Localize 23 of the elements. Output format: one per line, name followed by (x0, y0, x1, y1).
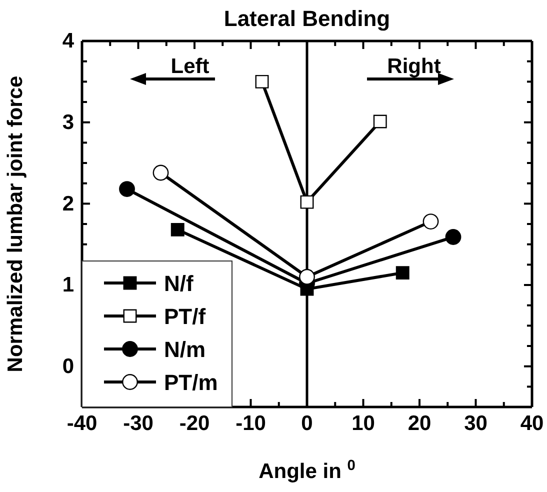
annotation: Left (170, 55, 210, 78)
y-tick-label: 2 (62, 192, 74, 216)
legend-label: PT/m (164, 370, 218, 395)
y-axis-title: Normalized lumbar joint force (4, 76, 27, 372)
x-tick-label: 10 (352, 412, 375, 435)
y-tick-label: 3 (62, 111, 74, 134)
x-tick-label: -20 (179, 412, 210, 435)
y-tick-label: 0 (62, 355, 74, 378)
y-tick-label: 1 (62, 274, 74, 297)
chart-title: Lateral Bending (224, 6, 390, 31)
legend-label: PT/f (164, 304, 206, 329)
legend-label: N/f (164, 271, 194, 296)
x-tick-label: 0 (301, 412, 313, 435)
x-tick-label: 20 (408, 412, 432, 435)
x-tick-label: -30 (123, 412, 154, 435)
x-tick-label: 40 (520, 412, 544, 435)
x-axis-title: Angle in $^{0}$ (258, 458, 356, 483)
annotation: Right (387, 55, 441, 78)
y-tick-label: 4 (62, 30, 74, 53)
x-tick-label: 30 (464, 412, 488, 435)
x-tick-label: -10 (236, 412, 266, 435)
legend-label: N/m (164, 337, 206, 362)
x-tick-label: -40 (66, 412, 98, 435)
